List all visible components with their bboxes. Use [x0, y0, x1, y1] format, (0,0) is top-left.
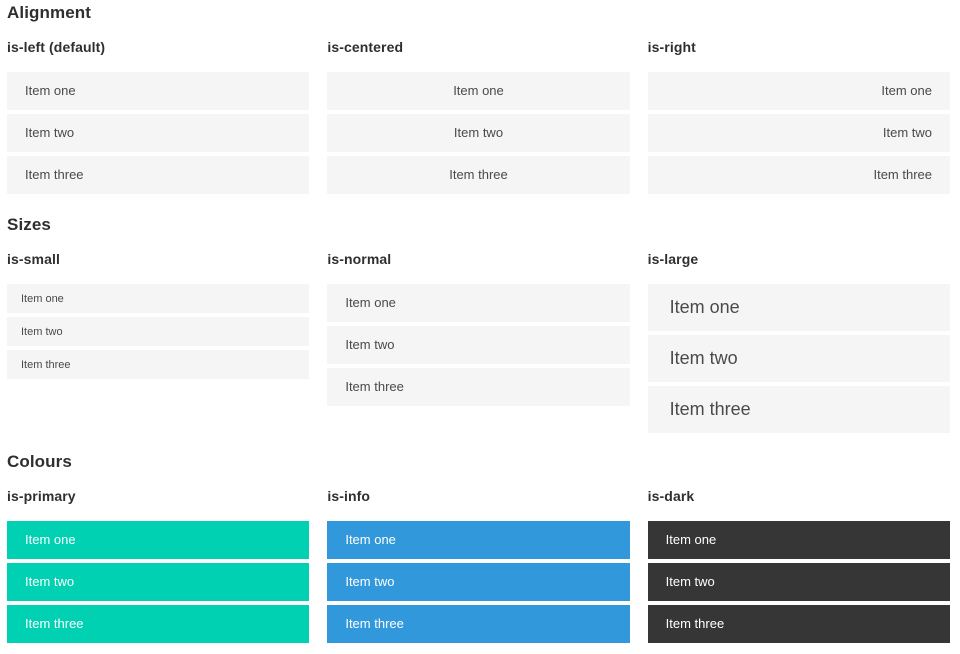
- section-title-colours: Colours: [7, 452, 72, 471]
- group-is-right: is-right Item one Item two Item three: [647, 39, 950, 198]
- list-item[interactable]: Item two: [327, 563, 630, 601]
- list-item[interactable]: Item two: [7, 317, 310, 346]
- list-item[interactable]: Item three: [647, 605, 950, 643]
- group-caption-is-normal: is-normal: [327, 251, 392, 267]
- group-caption-is-right: is-right: [647, 39, 696, 55]
- list-item[interactable]: Item two: [327, 114, 630, 152]
- section-title-sizes: Sizes: [7, 215, 51, 234]
- item-list-normal: Item one Item two Item three: [327, 284, 630, 406]
- group-is-large: is-large Item one Item two Item three: [647, 251, 950, 437]
- group-is-left: is-left (default) Item one Item two Item…: [7, 39, 310, 198]
- group-is-info: is-info Item one Item two Item three: [327, 488, 630, 647]
- sizes-row: is-small Item one Item two Item three is…: [7, 252, 950, 437]
- list-item[interactable]: Item one: [647, 521, 950, 559]
- list-item[interactable]: Item two: [647, 563, 950, 601]
- group-is-normal: is-normal Item one Item two Item three: [327, 251, 630, 410]
- group-is-dark: is-dark Item one Item two Item three: [647, 488, 950, 647]
- group-is-primary: is-primary Item one Item two Item three: [7, 488, 310, 647]
- list-item[interactable]: Item three: [647, 386, 950, 433]
- group-caption-is-left: is-left (default): [7, 39, 106, 55]
- list-item[interactable]: Item three: [7, 605, 310, 643]
- list-item[interactable]: Item one: [327, 72, 630, 110]
- section-title-alignment: Alignment: [7, 3, 92, 22]
- list-item[interactable]: Item one: [647, 284, 950, 331]
- list-item[interactable]: Item one: [647, 72, 950, 110]
- item-list-dark: Item one Item two Item three: [647, 521, 950, 643]
- group-is-small: is-small Item one Item two Item three: [7, 251, 310, 383]
- list-item[interactable]: Item two: [647, 335, 950, 382]
- list-item[interactable]: Item one: [7, 521, 310, 559]
- list-item[interactable]: Item three: [327, 368, 630, 406]
- group-caption-is-info: is-info: [327, 488, 371, 504]
- list-item[interactable]: Item one: [7, 72, 310, 110]
- list-item[interactable]: Item three: [647, 156, 950, 194]
- item-list-small: Item one Item two Item three: [7, 284, 310, 379]
- group-caption-is-centered: is-centered: [327, 39, 404, 55]
- list-item[interactable]: Item two: [647, 114, 950, 152]
- section-alignment: Alignment is-left (default) Item one Ite…: [7, 4, 950, 198]
- section-colours: Colours is-primary Item one Item two Ite…: [7, 453, 950, 647]
- list-item[interactable]: Item three: [7, 350, 310, 379]
- list-item[interactable]: Item two: [7, 563, 310, 601]
- list-item[interactable]: Item three: [7, 156, 310, 194]
- colours-row: is-primary Item one Item two Item three …: [7, 489, 950, 647]
- item-list-info: Item one Item two Item three: [327, 521, 630, 643]
- item-list-primary: Item one Item two Item three: [7, 521, 310, 643]
- list-item[interactable]: Item two: [7, 114, 310, 152]
- list-item[interactable]: Item three: [327, 605, 630, 643]
- group-caption-is-large: is-large: [647, 251, 699, 267]
- item-list-right: Item one Item two Item three: [647, 72, 950, 194]
- list-item[interactable]: Item three: [327, 156, 630, 194]
- item-list-centered: Item one Item two Item three: [327, 72, 630, 194]
- component-demo-page: Alignment is-left (default) Item one Ite…: [7, 4, 950, 647]
- item-list-left: Item one Item two Item three: [7, 72, 310, 194]
- alignment-row: is-left (default) Item one Item two Item…: [7, 40, 950, 198]
- list-item[interactable]: Item one: [327, 284, 630, 322]
- group-caption-is-primary: is-primary: [7, 488, 76, 504]
- group-caption-is-small: is-small: [7, 251, 60, 267]
- list-item[interactable]: Item one: [7, 284, 310, 313]
- list-item[interactable]: Item one: [327, 521, 630, 559]
- list-item[interactable]: Item two: [327, 326, 630, 364]
- group-is-centered: is-centered Item one Item two Item three: [327, 39, 630, 198]
- item-list-large: Item one Item two Item three: [647, 284, 950, 433]
- section-sizes: Sizes is-small Item one Item two Item th…: [7, 216, 950, 437]
- group-caption-is-dark: is-dark: [647, 488, 695, 504]
